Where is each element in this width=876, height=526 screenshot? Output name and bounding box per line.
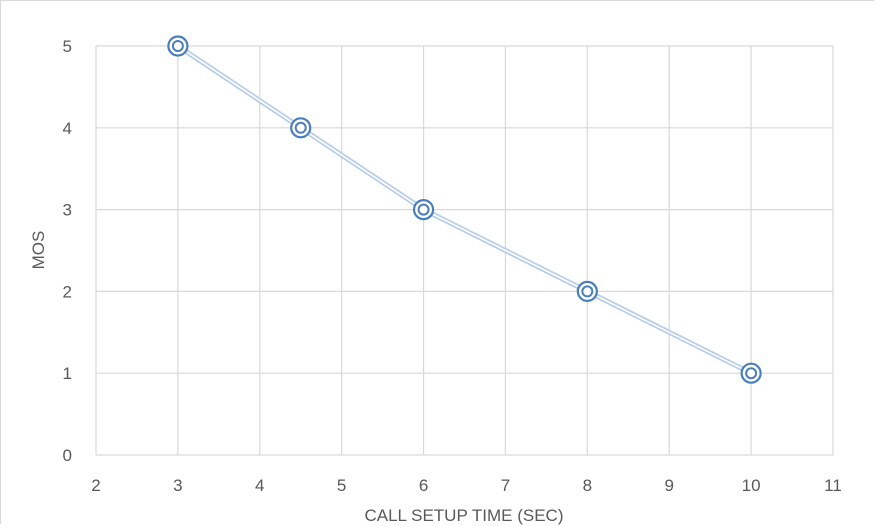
x-tick-label: 8 (583, 476, 592, 495)
x-tick-labels: 2 3 4 5 6 7 8 9 10 11 (91, 476, 842, 495)
y-tick-labels: 0 1 2 3 4 5 (63, 37, 72, 465)
series-group (167, 35, 762, 384)
x-tick-label: 7 (501, 476, 510, 495)
x-tick-label: 11 (824, 476, 842, 495)
x-axis-title: CALL SETUP TIME (SEC) (364, 506, 563, 525)
x-tick-label: 2 (91, 476, 100, 495)
y-tick-label: 4 (63, 119, 72, 138)
y-tick-label: 1 (63, 364, 72, 383)
data-point-marker-inner (581, 285, 594, 298)
y-axis-title: MOS (29, 231, 48, 270)
data-point-marker-inner (417, 203, 430, 216)
x-tick-label: 10 (742, 476, 761, 495)
gridlines (95, 45, 834, 456)
x-tick-label: 3 (173, 476, 182, 495)
x-tick-label: 5 (337, 476, 346, 495)
y-tick-label: 2 (63, 282, 72, 301)
data-point-marker-inner (294, 121, 307, 134)
y-tick-label: 5 (63, 37, 72, 56)
x-tick-label: 9 (664, 476, 673, 495)
y-tick-label: 0 (63, 446, 72, 465)
x-tick-label: 4 (255, 476, 264, 495)
data-point-marker-inner (745, 367, 758, 380)
data-point-marker-inner (171, 40, 184, 52)
x-tick-label: 6 (419, 476, 428, 495)
y-tick-label: 3 (63, 201, 72, 220)
